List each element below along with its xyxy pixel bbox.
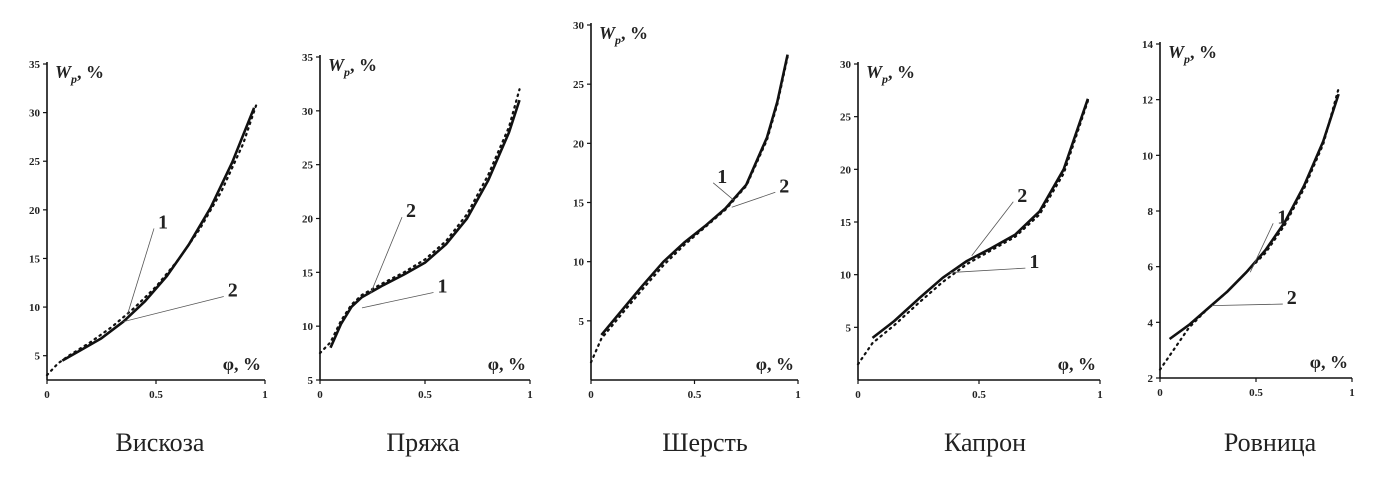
chart-3-series-2-line	[589, 55, 789, 364]
chart-4-y-tick-label: 20	[840, 164, 852, 176]
chart-5-series-1-line	[1168, 93, 1340, 341]
chart-2-annotation-label: 2	[406, 200, 416, 222]
chart-2-y-tick-label: 15	[302, 267, 314, 279]
chart-3-y-tick-label: 5	[579, 316, 585, 328]
chart-1-x-tick-label: 0	[44, 389, 50, 401]
chart-4-y-tick-label: 5	[846, 322, 852, 334]
chart-1-series-2-line	[45, 103, 258, 377]
chart-1-y-tick-label: 20	[29, 205, 41, 217]
chart-2-y-tick-label: 30	[302, 106, 314, 118]
chart-5-annotation-leader	[1249, 223, 1274, 273]
chart-1-y-tick-label: 30	[29, 108, 41, 120]
chart-1-annotation-label: 2	[228, 279, 238, 301]
chart-5-annotation-leader	[1211, 303, 1283, 307]
chart-4-y-tick-label: 10	[840, 270, 852, 282]
chart-5-y-tick-label: 12	[1142, 95, 1154, 107]
chart-4-x-tick-label: 0.5	[972, 389, 986, 401]
chart-2-annotation-label: 1	[438, 275, 448, 297]
chart-4-y-tick-label: 30	[840, 59, 852, 71]
chart-5-x-tick-label: 0	[1157, 387, 1163, 399]
chart-3-y-tick-label: 30	[573, 20, 585, 32]
chart-4-series-2-line	[856, 99, 1090, 366]
chart-5-y-tick-label: 4	[1148, 317, 1154, 329]
caption-kapron: Капрон	[943, 428, 1027, 457]
chart-2-x-tick-label: 0	[317, 389, 323, 401]
chart-2-x-tick-label: 0.5	[418, 389, 432, 401]
chart-3-y-axis-title: Wр, %	[599, 23, 648, 47]
chart-4-annotation-leader	[949, 267, 1026, 273]
chart-2-y-axis-title: Wр, %	[328, 55, 377, 79]
chart-3-series-1-line	[600, 54, 789, 336]
chart-5-x-tick-label: 1	[1349, 387, 1355, 399]
chart-3-y-tick-label: 15	[573, 198, 585, 210]
chart-1-y-axis-title: Wр, %	[55, 62, 104, 86]
chart-4-x-tick-label: 1	[1097, 389, 1103, 401]
chart-5-annotation-label: 1	[1277, 206, 1287, 228]
chart-1-annotation-label: 1	[158, 211, 168, 233]
chart-4-y-tick-label: 15	[840, 217, 852, 229]
chart-1-annotation-leader	[123, 296, 224, 323]
caption-rovnitsa: Ровница	[1223, 428, 1317, 457]
chart-3-y-tick-label: 20	[573, 138, 585, 150]
chart-3-x-tick-label: 1	[795, 389, 801, 401]
chart-3-annotation-label: 2	[779, 175, 789, 197]
chart-2-y-tick-label: 25	[302, 160, 314, 172]
chart-1-y-tick-label: 35	[29, 59, 41, 71]
chart-5-y-tick-label: 14	[1142, 39, 1154, 51]
chart-5-x-axis-title: φ, %	[1310, 352, 1348, 372]
chart-1-x-tick-label: 1	[262, 389, 268, 401]
chart-3-x-axis-title: φ, %	[756, 354, 794, 374]
chart-1-y-tick-label: 25	[29, 156, 41, 168]
chart-4-x-tick-label: 0	[855, 389, 861, 401]
chart-2-series-1-line	[329, 99, 521, 349]
caption-viscose: Вискоза	[115, 428, 205, 457]
chart-2-x-tick-label: 1	[527, 389, 533, 401]
chart-2-y-tick-label: 35	[302, 52, 314, 64]
chart-4-annotation-label: 2	[1017, 185, 1027, 207]
chart-5-y-tick-label: 6	[1148, 262, 1154, 274]
chart-2-y-tick-label: 10	[302, 321, 314, 333]
chart-2-annotation-leader	[370, 216, 403, 295]
chart-4-annotation-leader	[971, 201, 1014, 256]
chart-3-y-tick-label: 10	[573, 257, 585, 269]
chart-1-annotation-leader	[127, 228, 155, 315]
chart-3-x-tick-label: 0	[588, 389, 594, 401]
chart-5-y-tick-label: 10	[1142, 150, 1154, 162]
chart-1-y-tick-label: 5	[35, 351, 41, 363]
chart-2-series-2-line	[318, 88, 521, 355]
chart-2-y-tick-label: 5	[308, 375, 314, 387]
chart-3-annotation-leader	[712, 182, 735, 201]
chart-2-x-axis-title: φ, %	[488, 354, 526, 374]
chart-5-y-axis-title: Wр, %	[1168, 42, 1217, 66]
chart-3-annotation-label: 1	[717, 166, 727, 188]
caption-wool: Шерсть	[662, 428, 748, 457]
chart-3-y-tick-label: 25	[573, 79, 585, 91]
chart-1-x-tick-label: 0.5	[149, 389, 163, 401]
chart-2-annotation-leader	[361, 292, 434, 309]
chart-5-y-tick-label: 8	[1148, 206, 1154, 218]
chart-1-x-axis-title: φ, %	[223, 354, 261, 374]
chart-4-y-axis-title: Wр, %	[866, 62, 915, 86]
chart-5-series-2-line	[1158, 87, 1340, 371]
chart-1-y-tick-label: 15	[29, 253, 41, 265]
chart-5-annotation-label: 2	[1287, 287, 1297, 309]
chart-4-y-tick-label: 25	[840, 112, 852, 124]
chart-5-y-tick-label: 2	[1148, 373, 1154, 385]
chart-4-annotation-label: 1	[1029, 251, 1039, 273]
chart-3-x-tick-label: 0.5	[688, 389, 702, 401]
chart-2-y-tick-label: 20	[302, 214, 314, 226]
chart-3-annotation-leader	[731, 191, 776, 208]
chart-4-x-axis-title: φ, %	[1058, 354, 1096, 374]
chart-5-x-tick-label: 0.5	[1249, 387, 1263, 399]
chart-1-series-1-line	[61, 107, 256, 362]
chart-4-series-1-line	[871, 98, 1090, 339]
caption-yarn: Пряжа	[386, 428, 460, 457]
chart-1-y-tick-label: 10	[29, 302, 41, 314]
